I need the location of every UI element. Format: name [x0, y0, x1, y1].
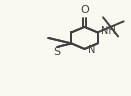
Text: S: S — [54, 47, 61, 57]
Text: O: O — [80, 5, 89, 15]
Text: N: N — [88, 45, 95, 55]
Text: NH: NH — [101, 26, 116, 36]
